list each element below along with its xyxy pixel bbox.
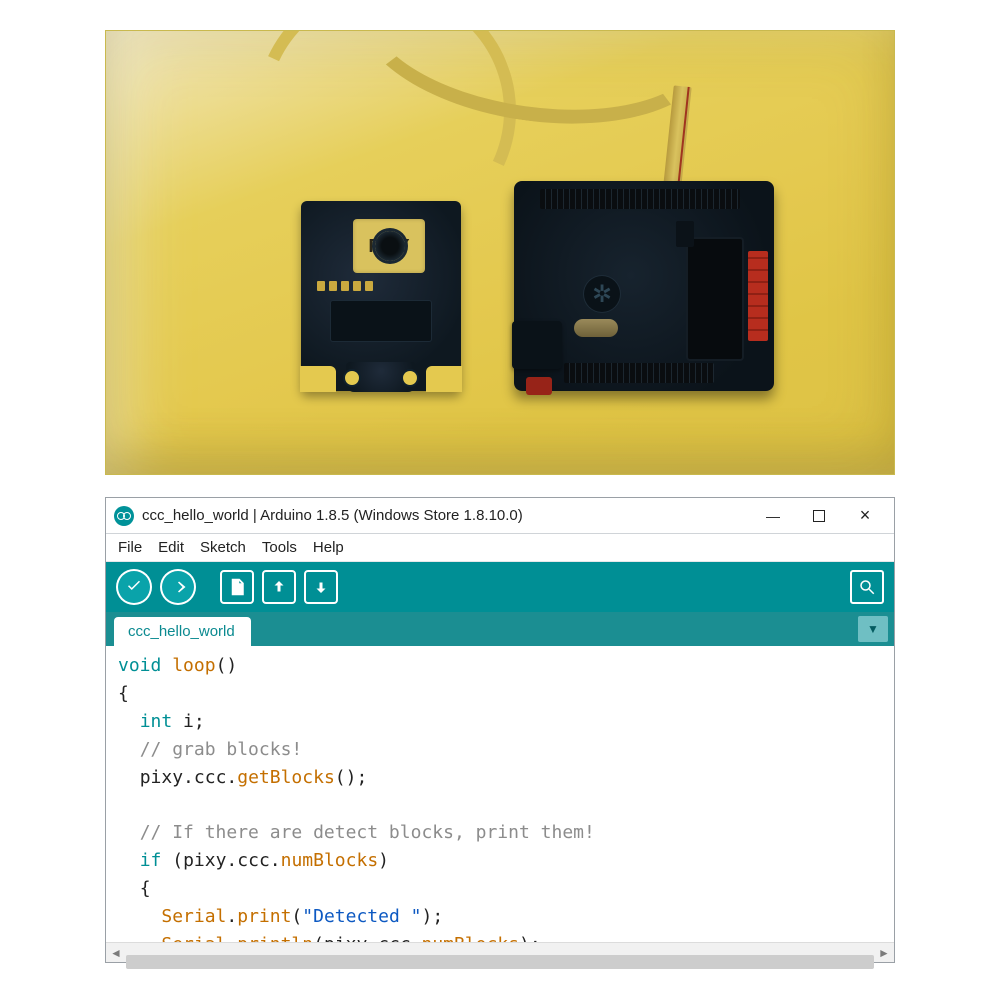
new-sketch-button[interactable] [220,570,254,604]
crystal-oscillator [574,319,618,337]
tab-bar: ccc_hello_world ▼ [106,612,894,646]
scroll-left-icon[interactable]: ◄ [106,943,126,962]
verify-button[interactable] [116,569,152,605]
code-editor[interactable]: void loop() { int i; // grab blocks! pix… [106,646,894,942]
code-serial: Serial [161,934,226,942]
arduino-ide-window: ccc_hello_world | Arduino 1.8.5 (Windows… [105,497,895,963]
open-sketch-button[interactable] [262,570,296,604]
window-title: ccc_hello_world | Arduino 1.8.5 (Windows… [142,507,750,524]
reset-button [526,377,552,395]
pixy-board: PIXY [301,201,461,391]
menu-help[interactable]: Help [307,537,350,558]
upload-button[interactable] [160,569,196,605]
minimize-button[interactable]: — [750,501,796,531]
scroll-thumb[interactable] [126,955,874,969]
arduino-app-icon [114,506,134,526]
code-keyword: if [140,850,162,871]
maximize-button[interactable] [796,501,842,531]
pixy-components [317,281,373,291]
menu-edit[interactable]: Edit [152,537,190,558]
usb-port [512,321,562,369]
pin-header [540,189,740,209]
code-content[interactable]: void loop() { int i; // grab blocks! pix… [106,652,894,942]
scroll-right-icon[interactable]: ► [874,943,894,962]
toolbar [106,562,894,612]
gear-icon: ✲ [584,276,620,312]
menu-bar: File Edit Sketch Tools Help [106,534,894,562]
serial-monitor-button[interactable] [850,570,884,604]
window-titlebar[interactable]: ccc_hello_world | Arduino 1.8.5 (Windows… [106,498,894,534]
hardware-photo: PIXY ✲ [105,30,895,475]
icsp-header [676,221,694,247]
code-serial: Serial [161,906,226,927]
code-keyword: void [118,655,161,676]
save-sketch-button[interactable] [304,570,338,604]
arduino-board: ✲ [514,181,774,391]
menu-tools[interactable]: Tools [256,537,303,558]
pin-header-red [748,251,768,341]
close-button[interactable]: × [842,501,888,531]
horizontal-scrollbar[interactable]: ◄ ► [106,942,894,962]
code-string: "Detected " [302,906,421,927]
camera-lens-icon [375,231,405,261]
pin-header [564,363,714,383]
menu-sketch[interactable]: Sketch [194,537,252,558]
code-keyword: int [140,711,173,732]
code-comment: // If there are detect blocks, print the… [140,822,595,843]
code-comment: // grab blocks! [140,739,303,760]
sketch-tab[interactable]: ccc_hello_world [114,617,251,646]
menu-file[interactable]: File [112,537,148,558]
microcontroller-chip [688,239,742,359]
tab-menu-button[interactable]: ▼ [858,616,888,642]
code-fn: loop [172,655,215,676]
pixy-chip [331,301,431,341]
